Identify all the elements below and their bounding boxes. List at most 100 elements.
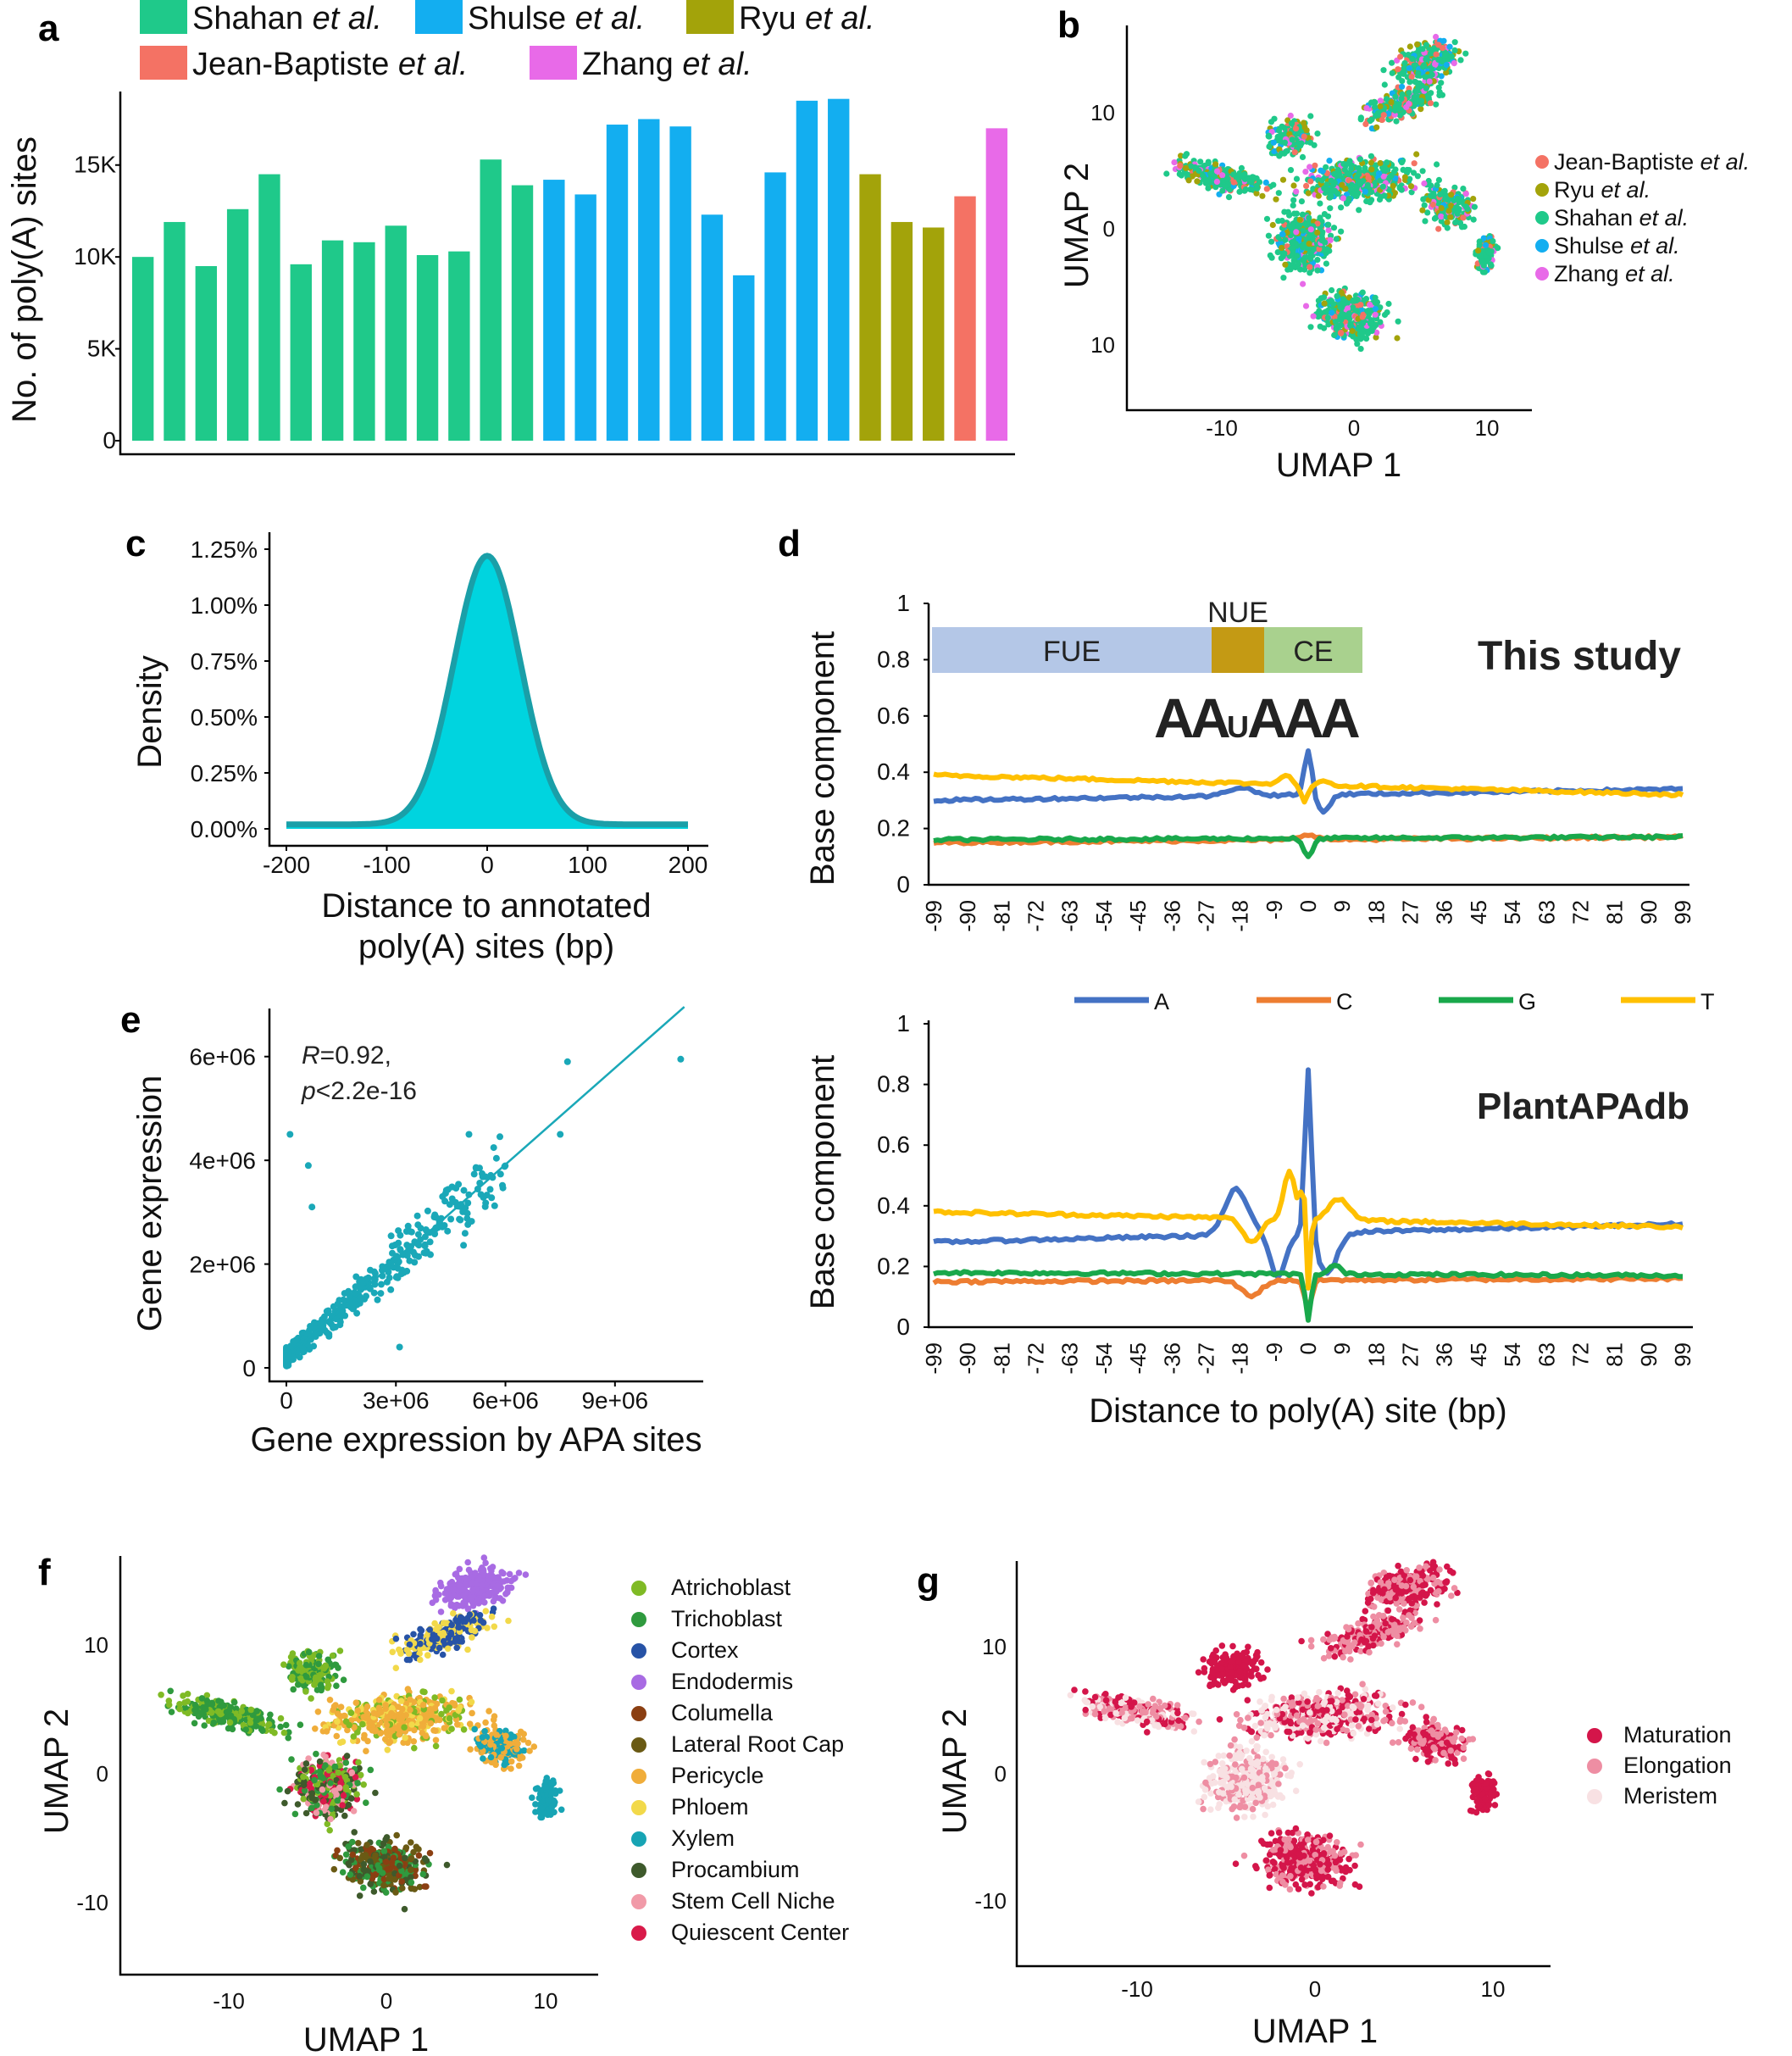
legend-label-zhang: Zhang et al.: [582, 47, 752, 82]
r-symbol: R: [302, 1042, 320, 1070]
bar-shulse: [796, 100, 818, 441]
legend-label-shulse: Shulse et al.: [468, 1, 645, 36]
umap-point: [1290, 182, 1297, 189]
umap-point: [1411, 160, 1418, 167]
scatter-point: [455, 1181, 463, 1188]
umap-point: [340, 1792, 347, 1799]
panel-d-xtick: -36: [1159, 1342, 1184, 1375]
umap-point: [493, 1731, 500, 1738]
umap-point: [1365, 175, 1372, 181]
umap-point: [158, 1692, 164, 1698]
umap-point: [294, 1801, 302, 1808]
legend-suffix: et al.: [805, 1, 874, 36]
umap-point: [1307, 178, 1314, 185]
umap-point: [410, 1738, 418, 1745]
umap-point: [1307, 139, 1314, 146]
umap-point: [1443, 69, 1450, 76]
umap-point: [1236, 188, 1243, 195]
umap-point: [1399, 83, 1406, 90]
umap-point: [1212, 161, 1219, 168]
series-line-T: [933, 1169, 1684, 1291]
umap-point: [1340, 160, 1347, 168]
umap-point: [354, 1780, 361, 1786]
umap-point: [339, 1802, 347, 1809]
legend-label-shahan: Shahan et al.: [192, 1, 382, 36]
legend-prefix: Ryu: [739, 1, 805, 36]
umap-point: [1270, 181, 1277, 188]
umap-point: [1247, 186, 1254, 193]
panel-c: c Density Distance to annotated poly(A) …: [125, 523, 708, 965]
umap-point: [1292, 125, 1300, 132]
umap-point: [1372, 311, 1379, 318]
umap-point: [340, 1676, 347, 1683]
umap-point: [539, 1804, 546, 1812]
umap-point: [484, 1625, 491, 1631]
panel-e-xtick: 0: [280, 1387, 293, 1414]
umap-point: [482, 1719, 489, 1726]
umap-point: [1281, 208, 1288, 215]
panel-d-xtick: -54: [1091, 1342, 1117, 1375]
umap-point: [1419, 46, 1426, 53]
umap-point: [1348, 181, 1356, 188]
panel-c-ytick: 1.25%: [191, 536, 258, 563]
legend-suffix: et al.: [1625, 261, 1675, 286]
umap-point: [203, 1706, 209, 1713]
umap-point: [469, 1634, 475, 1641]
panel-d-top-axes: [927, 603, 1689, 886]
umap-point: [1329, 186, 1335, 193]
umap-point: [1457, 57, 1464, 64]
umap-point: [1353, 192, 1360, 199]
legend-dot-shahan: [1535, 211, 1549, 225]
series-line-G: [933, 833, 1683, 859]
umap-point: [1428, 182, 1434, 189]
scatter-point: [341, 1290, 348, 1298]
umap-point: [1224, 175, 1231, 182]
umap-point: [1444, 219, 1451, 225]
umap-point: [1454, 195, 1461, 203]
umap-point: [1275, 190, 1282, 197]
umap-point: [1423, 56, 1429, 63]
panel-d-bottom-title: PlantAPAdb: [1477, 1086, 1689, 1127]
umap-point: [1433, 33, 1440, 41]
legend-prefix: Shulse: [468, 1, 575, 36]
panel-f-umap-points: [158, 1554, 565, 1913]
umap-point: [348, 1795, 355, 1802]
panel-f-axes: [119, 1556, 598, 1976]
umap-point: [1302, 303, 1310, 309]
umap-point: [497, 1753, 504, 1761]
bar-shulse: [669, 126, 691, 441]
umap-point: [1183, 164, 1190, 171]
umap-point: [1185, 177, 1192, 184]
umap-point: [1274, 249, 1281, 256]
umap-point: [1281, 139, 1288, 146]
panel-d-ytick: 0: [896, 1314, 910, 1340]
umap-point: [389, 1648, 397, 1656]
umap-point: [514, 1740, 521, 1748]
umap-point: [1418, 97, 1425, 104]
p-value: <2.2e-16: [316, 1077, 417, 1105]
panel-d-top-title: This study: [1478, 634, 1681, 679]
umap-point: [289, 1650, 297, 1657]
umap-point: [1262, 179, 1269, 186]
umap-point: [247, 1719, 254, 1726]
legend-suffix: et al.: [575, 1, 645, 36]
scatter-point: [304, 1162, 312, 1170]
umap-point: [324, 1678, 331, 1685]
umap-point: [482, 1608, 490, 1614]
umap-point: [1392, 93, 1399, 100]
umap-point: [316, 1768, 324, 1775]
umap-point: [1205, 160, 1212, 167]
panel-b-xtick: 10: [1475, 415, 1500, 441]
umap-point: [1314, 229, 1321, 236]
panel-c-xtick: 100: [568, 852, 608, 878]
bar-shahan: [164, 221, 186, 441]
legend-suffix: et al.: [1700, 149, 1750, 175]
umap-point: [1197, 158, 1204, 165]
umap-point: [1371, 179, 1378, 186]
scatter-point: [497, 1170, 504, 1178]
umap-point: [1451, 60, 1457, 67]
legend-suffix: et al.: [313, 1, 382, 36]
umap-point: [311, 1776, 318, 1784]
panel-label-a: a: [38, 8, 59, 49]
